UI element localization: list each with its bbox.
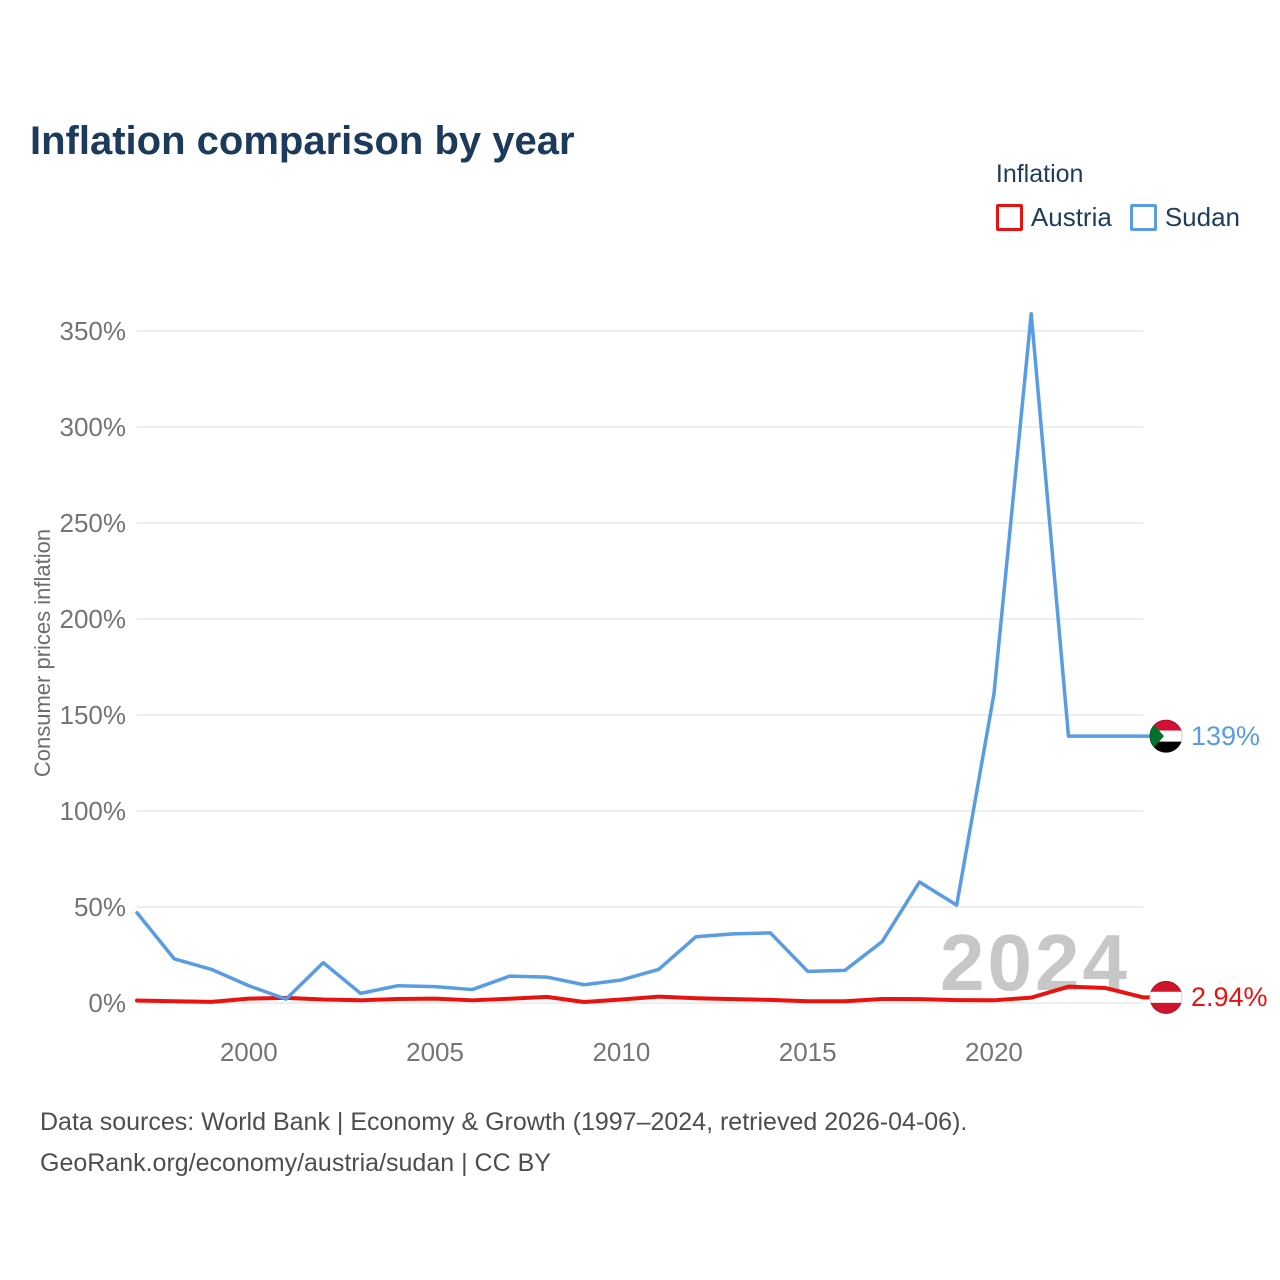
y-tick-label: 250% [59, 508, 127, 538]
y-tick-label: 200% [59, 604, 127, 634]
x-tick-label: 2010 [592, 1037, 651, 1067]
austria-end-label: 2.94% [1191, 982, 1268, 1013]
page-title: Inflation comparison by year [30, 118, 575, 163]
y-tick-label: 150% [59, 700, 127, 730]
austria-flag-icon [1149, 980, 1183, 1014]
chart-legend: Inflation Austria Sudan [995, 160, 1240, 233]
chart-footer: Data sources: World Bank | Economy & Gro… [40, 1102, 967, 1184]
y-tick-label: 100% [59, 796, 127, 826]
austria-line [135, 984, 1154, 1005]
y-tick-label: 0% [88, 988, 126, 1018]
austria-legend-swatch-icon [995, 204, 1023, 231]
sudan-end-label: 139% [1191, 721, 1261, 752]
x-tick-label: 2020 [965, 1037, 1023, 1067]
x-tick-label: 2000 [219, 1037, 278, 1067]
x-tick-label: 2005 [406, 1037, 464, 1067]
watermark-year: 2024 [940, 918, 1130, 1007]
legend-title: Inflation [995, 160, 1084, 188]
sudan-line [135, 311, 1154, 1001]
y-tick-label: 350% [59, 316, 127, 346]
sudan-flag-icon [1149, 719, 1183, 753]
x-tick-label: 2015 [778, 1037, 837, 1067]
y-tick-label: 300% [59, 412, 127, 442]
footer-attribution-line: GeoRank.org/economy/austria/sudan | CC B… [40, 1149, 551, 1177]
footer-sources-line: Data sources: World Bank | Economy & Gro… [40, 1108, 968, 1136]
y-tick-label: 50% [73, 892, 126, 922]
legend-item-austria[interactable]: Austria [995, 202, 1112, 233]
y-axis-title: Consumer prices inflation [30, 528, 55, 778]
legend-item-sudan[interactable]: Sudan [1129, 202, 1240, 233]
legend-item-label: Austria [1030, 202, 1112, 232]
legend-item-label: Sudan [1164, 202, 1240, 232]
sudan-legend-swatch-icon [1129, 204, 1157, 231]
legend-items: Austria Sudan [995, 202, 1240, 233]
